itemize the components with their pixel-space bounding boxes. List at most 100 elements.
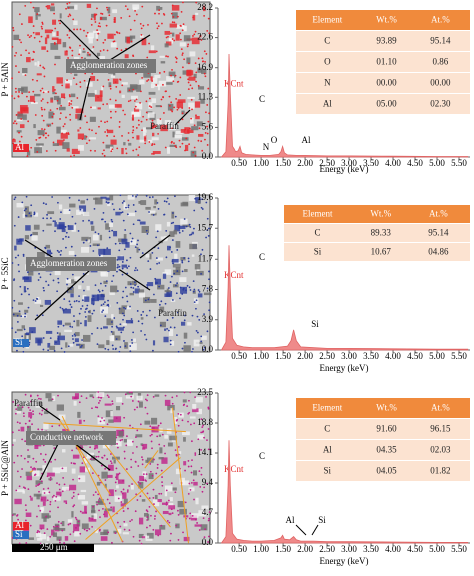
texture xyxy=(127,265,130,268)
texture xyxy=(177,107,180,109)
texture xyxy=(165,36,168,39)
texture xyxy=(135,446,138,448)
texture xyxy=(167,442,173,447)
texture xyxy=(122,510,125,512)
texture xyxy=(101,218,104,221)
texture xyxy=(148,141,151,143)
texture xyxy=(137,465,140,467)
texture xyxy=(151,447,153,450)
texture xyxy=(181,270,184,273)
texture xyxy=(15,114,18,116)
texture xyxy=(174,215,177,218)
side-label: P + 5AlN xyxy=(0,62,10,97)
texture xyxy=(190,98,193,101)
texture xyxy=(136,499,139,501)
texture xyxy=(72,495,75,498)
texture xyxy=(132,4,140,10)
texture xyxy=(96,503,98,506)
texture xyxy=(74,222,77,225)
texture xyxy=(13,299,16,302)
texture xyxy=(208,535,210,538)
texture xyxy=(34,212,39,217)
texture xyxy=(142,473,145,476)
texture xyxy=(134,246,137,249)
texture xyxy=(194,518,197,521)
texture xyxy=(166,76,174,82)
texture xyxy=(122,312,124,315)
texture xyxy=(106,120,109,123)
texture xyxy=(115,476,117,479)
texture xyxy=(154,199,158,205)
texture xyxy=(73,154,76,157)
texture xyxy=(62,477,65,479)
texture xyxy=(24,74,27,77)
texture xyxy=(62,324,65,327)
texture xyxy=(63,483,66,486)
texture xyxy=(206,439,208,442)
texture xyxy=(102,303,105,306)
texture xyxy=(90,76,96,81)
texture xyxy=(86,285,90,291)
texture xyxy=(167,55,169,58)
texture xyxy=(164,120,171,125)
texture xyxy=(61,521,65,527)
texture xyxy=(157,284,165,290)
texture xyxy=(28,16,33,24)
texture xyxy=(109,85,112,88)
texture xyxy=(82,272,85,275)
texture xyxy=(181,260,184,262)
texture xyxy=(172,262,174,265)
texture xyxy=(171,260,174,263)
texture xyxy=(91,472,94,474)
texture xyxy=(137,154,140,157)
texture xyxy=(113,208,115,211)
texture xyxy=(169,339,172,342)
texture xyxy=(108,222,114,228)
texture xyxy=(59,204,63,210)
texture xyxy=(139,423,142,426)
texture xyxy=(27,426,30,428)
texture xyxy=(128,485,131,487)
texture xyxy=(38,490,40,493)
texture xyxy=(134,281,136,284)
texture xyxy=(193,73,197,79)
texture xyxy=(123,523,128,527)
texture xyxy=(30,204,33,207)
texture xyxy=(74,276,81,282)
texture xyxy=(120,503,126,507)
texture xyxy=(188,62,190,65)
texture xyxy=(192,16,194,19)
x-tick-label: 5.00 xyxy=(429,351,445,361)
texture xyxy=(46,217,48,220)
texture xyxy=(200,39,203,41)
y-tick-label: 11.7 xyxy=(198,253,214,263)
texture xyxy=(201,60,204,63)
texture xyxy=(109,110,112,113)
texture xyxy=(114,104,122,108)
texture xyxy=(138,401,143,408)
texture xyxy=(146,80,148,82)
texture xyxy=(189,289,192,291)
texture xyxy=(49,503,52,506)
texture xyxy=(53,496,61,501)
texture xyxy=(90,23,93,26)
table-cell: 00.00 xyxy=(430,78,451,88)
texture xyxy=(190,233,193,236)
texture xyxy=(108,104,117,109)
x-tick-label: 3.50 xyxy=(363,351,379,361)
texture xyxy=(159,447,163,454)
texture xyxy=(151,144,153,147)
texture xyxy=(136,247,139,253)
y-tick-label: 9.4 xyxy=(202,477,214,487)
texture xyxy=(54,27,57,30)
texture xyxy=(126,435,128,438)
texture xyxy=(154,12,156,15)
texture xyxy=(89,446,92,449)
texture xyxy=(160,105,163,108)
texture xyxy=(129,99,132,102)
texture xyxy=(76,97,79,99)
texture xyxy=(203,5,205,8)
texture xyxy=(99,234,103,241)
texture xyxy=(152,496,155,499)
texture xyxy=(152,153,155,155)
